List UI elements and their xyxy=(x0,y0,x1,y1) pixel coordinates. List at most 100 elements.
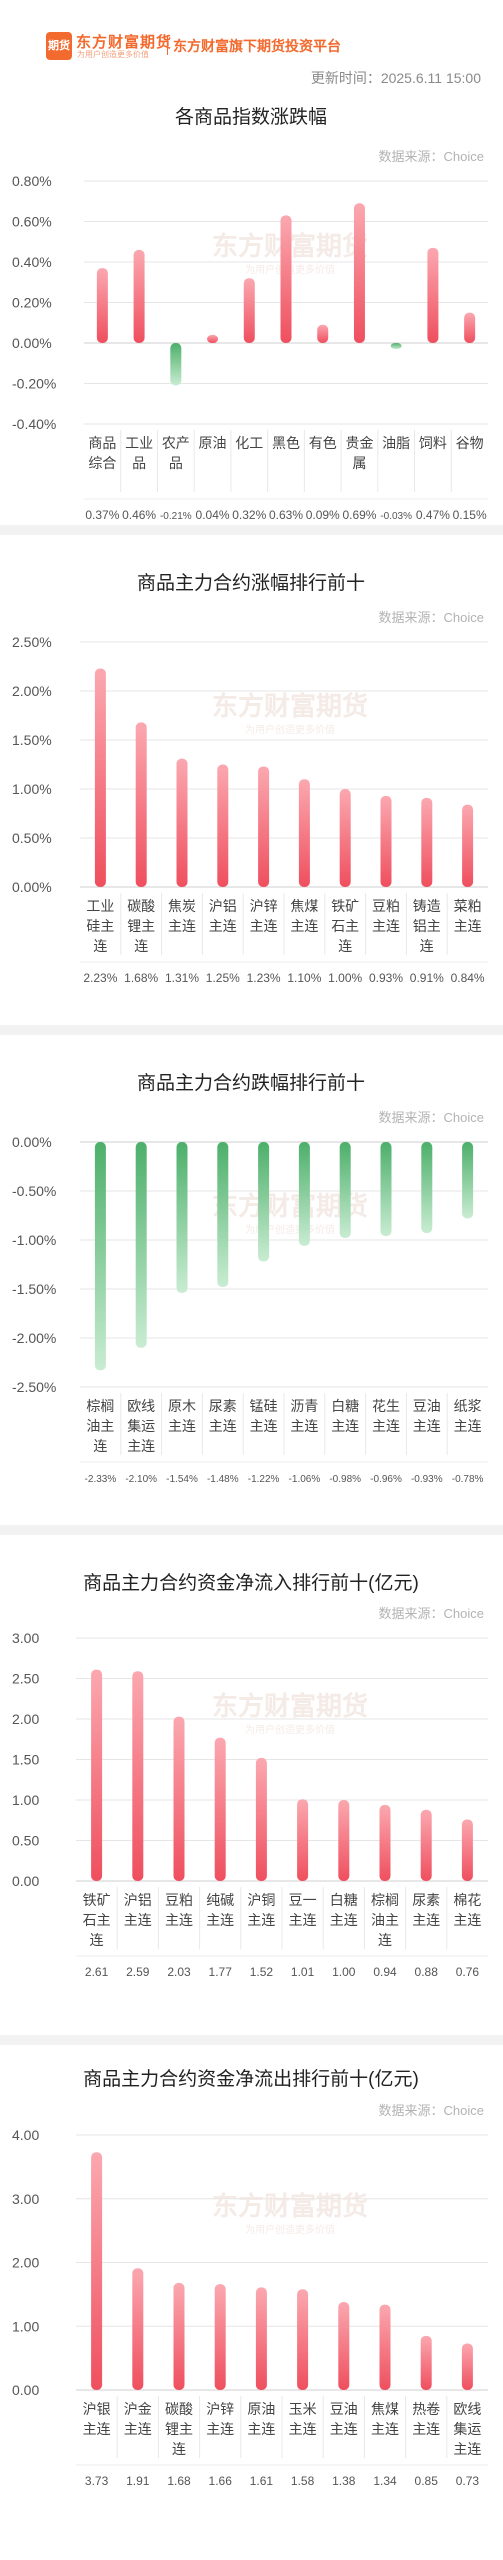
x-category-label: 主连 xyxy=(250,1418,278,1434)
x-category-label: 主连 xyxy=(83,2421,111,2437)
y-tick-label: 0.80% xyxy=(12,173,52,189)
x-category-label: 主连 xyxy=(250,918,278,934)
bar-3 xyxy=(176,758,188,887)
bar-3 xyxy=(170,343,182,386)
bar-1 xyxy=(94,1142,106,1371)
x-category-label: 热卷 xyxy=(412,2401,440,2417)
x-category-label: 沪铜 xyxy=(247,1892,275,1908)
x-category-label: 主连 xyxy=(127,1438,155,1454)
x-category-label: 综合 xyxy=(88,455,116,471)
bar-1 xyxy=(94,668,106,887)
update-time: 更新时间：2025.6.11 15:00 xyxy=(310,70,481,86)
x-category-label: 铁矿 xyxy=(331,898,359,914)
bar-6 xyxy=(297,1799,309,1881)
bar-9 xyxy=(420,1809,432,1881)
x-category-label: 连 xyxy=(93,938,107,954)
bar-8 xyxy=(379,1804,391,1881)
x-category-label: 主连 xyxy=(413,1418,441,1434)
bar-7 xyxy=(317,324,329,343)
y-tick-label: 4.00 xyxy=(12,2127,39,2143)
x-category-label: 豆油 xyxy=(413,1398,441,1414)
x-category-label: 连 xyxy=(338,938,352,954)
x-category-label: 原油 xyxy=(247,2401,275,2417)
x-category-label: 锰硅 xyxy=(250,1398,278,1414)
value-label: -1.06% xyxy=(289,1474,321,1485)
bar-4 xyxy=(217,764,229,887)
value-label: -2.10% xyxy=(125,1474,157,1485)
data-source: 数据来源：Choice xyxy=(379,610,484,625)
x-category-label: 焦煤 xyxy=(290,898,318,914)
section-divider xyxy=(0,2035,503,2045)
y-tick-label: -2.50% xyxy=(12,1379,56,1395)
bar-10 xyxy=(427,247,439,343)
bar-2 xyxy=(132,2268,144,2390)
y-tick-label: 2.00 xyxy=(12,2255,39,2271)
x-category-label: 锂主 xyxy=(165,2421,193,2437)
value-label: 1.68 xyxy=(167,2474,191,2488)
value-label: 1.23% xyxy=(247,971,281,985)
value-label: 0.69% xyxy=(342,508,376,522)
y-tick-label: 1.00 xyxy=(12,2318,39,2334)
y-tick-label: 0.00% xyxy=(12,879,52,895)
y-tick-label: -2.00% xyxy=(12,1330,56,1346)
x-category-label: 连 xyxy=(90,1932,104,1948)
value-label: -0.96% xyxy=(370,1474,402,1485)
chart-title: 商品主力合约资金净流出排行前十(亿元) xyxy=(83,2068,419,2090)
x-category-label: 豆粕 xyxy=(372,898,400,914)
bar-2 xyxy=(133,249,145,343)
y-tick-label: 1.50 xyxy=(12,1752,39,1768)
x-category-label: 主连 xyxy=(289,2421,317,2437)
value-label: 0.85 xyxy=(415,2474,439,2488)
x-category-label: 石主 xyxy=(83,1912,111,1928)
y-tick-label: -1.00% xyxy=(12,1232,56,1248)
x-category-label: 有色 xyxy=(309,435,337,451)
logo-slogan: 为用户创造更多价值 xyxy=(77,50,149,59)
x-category-label: 贵金 xyxy=(345,435,373,451)
y-tick-label: 0.60% xyxy=(12,214,52,230)
x-category-label: 主连 xyxy=(247,2421,275,2437)
bar-7 xyxy=(338,1800,350,1881)
value-label: 0.93% xyxy=(369,971,403,985)
x-category-label: 玉米 xyxy=(289,2401,317,2417)
x-category-label: 花生 xyxy=(372,1398,400,1414)
x-category-label: 主连 xyxy=(165,1912,193,1928)
value-label: 1.52 xyxy=(250,1965,274,1979)
bar-6 xyxy=(280,215,292,343)
x-category-label: 主连 xyxy=(124,1912,152,1928)
watermark-sub: 为用户创造更多价值 xyxy=(245,2223,335,2236)
value-label: 1.77 xyxy=(209,1965,233,1979)
x-category-label: 欧线 xyxy=(453,2401,481,2417)
y-tick-label: 2.50 xyxy=(12,1671,39,1687)
x-category-label: 石主 xyxy=(331,918,359,934)
x-category-label: 农产 xyxy=(162,435,190,451)
value-label: 1.68% xyxy=(124,971,158,985)
x-category-label: 连 xyxy=(378,1932,392,1948)
x-category-label: 工业 xyxy=(86,898,114,914)
bar-6 xyxy=(298,1142,310,1246)
logo-badge-icon: 期货 xyxy=(46,32,72,60)
data-source: 数据来源：Choice xyxy=(379,2103,484,2118)
x-category-label: 主连 xyxy=(206,1912,234,1928)
y-tick-label: 3.00 xyxy=(12,2191,39,2207)
x-category-label: 主连 xyxy=(372,918,400,934)
bar-4 xyxy=(214,1737,226,1881)
value-label: 1.91 xyxy=(126,2474,150,2488)
chart-section-1: 各商品指数涨跌幅 数据来源：Choice 0.80% 0.60% 0.40% 0.20% 0… xyxy=(0,95,503,525)
bar-6 xyxy=(298,779,310,887)
x-category-label: 白糖 xyxy=(330,1892,358,1908)
value-label: -0.03% xyxy=(380,511,412,522)
y-tick-label: 0.50 xyxy=(12,1833,39,1849)
watermark-sub: 为用户创造更多价值 xyxy=(245,1723,335,1736)
y-tick-label: 2.00 xyxy=(12,1711,39,1727)
x-category-label: 主连 xyxy=(453,2441,481,2457)
y-tick-label: 0.00 xyxy=(12,2382,39,2398)
y-tick-label: 0.20% xyxy=(12,295,52,311)
x-category-label: 欧线 xyxy=(127,1398,155,1414)
value-label: 1.66 xyxy=(209,2474,233,2488)
x-category-label: 主连 xyxy=(371,2421,399,2437)
data-source: 数据来源：Choice xyxy=(379,1606,484,1621)
value-label: -0.21% xyxy=(160,511,192,522)
